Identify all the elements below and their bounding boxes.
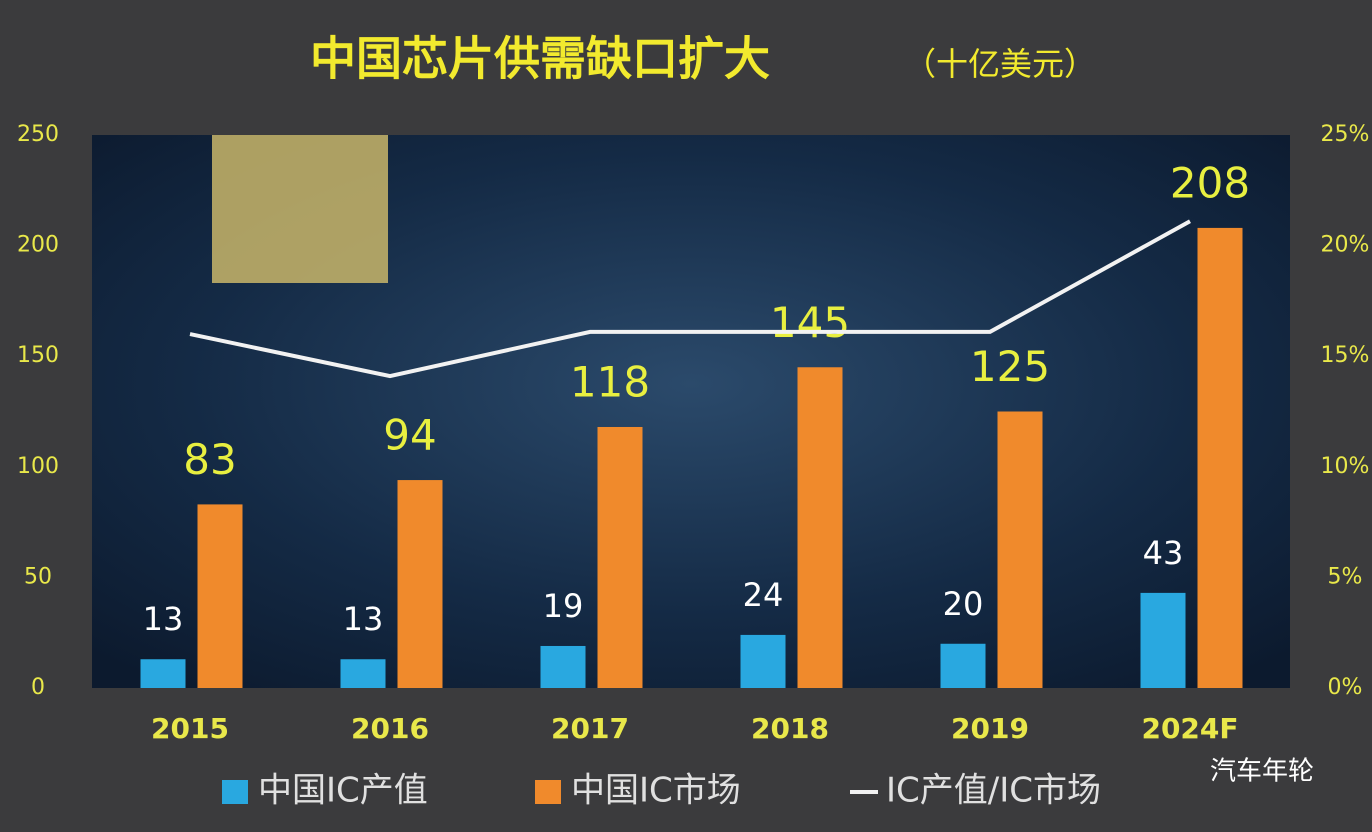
y-tick-label: 50 bbox=[24, 564, 52, 589]
bar bbox=[397, 480, 443, 688]
y2-tick-label: 5% bbox=[1328, 564, 1363, 589]
x-tick-label: 2015 bbox=[151, 712, 229, 745]
data-label: 13 bbox=[343, 600, 384, 638]
bar bbox=[340, 659, 386, 688]
x-tick-label: 2018 bbox=[751, 712, 829, 745]
ratio-line bbox=[189, 219, 1191, 379]
data-label: 208 bbox=[1170, 158, 1250, 207]
y2-tick-label: 10% bbox=[1321, 454, 1370, 479]
y2-tick-label: 15% bbox=[1321, 343, 1370, 368]
data-label: 83 bbox=[183, 435, 236, 484]
data-label: 43 bbox=[1143, 534, 1184, 572]
data-label: 125 bbox=[970, 342, 1050, 391]
data-label: 19 bbox=[543, 587, 584, 625]
bar bbox=[197, 504, 243, 688]
data-label: 13 bbox=[143, 600, 184, 638]
y-tick-label: 0 bbox=[31, 675, 45, 700]
data-label: 94 bbox=[383, 411, 436, 460]
data-label: 20 bbox=[943, 585, 984, 623]
legend-label: 中国IC产值 bbox=[258, 771, 428, 811]
y-tick-label: 250 bbox=[17, 122, 59, 147]
bar bbox=[797, 367, 843, 688]
chart-subtitle: （十亿美元） bbox=[904, 45, 1096, 83]
legend-swatch bbox=[535, 780, 561, 804]
chart-title: 中国芯片供需缺口扩大 bbox=[310, 32, 770, 86]
data-label: 24 bbox=[743, 576, 784, 614]
bar bbox=[1140, 592, 1186, 688]
x-tick-label: 2017 bbox=[551, 712, 629, 745]
bar bbox=[597, 426, 643, 688]
y-tick-label: 200 bbox=[17, 233, 59, 258]
y-tick-label: 100 bbox=[17, 454, 59, 479]
watermark: 汽车年轮 bbox=[1210, 757, 1314, 787]
bar bbox=[997, 411, 1043, 688]
x-tick-label: 2024F bbox=[1141, 712, 1238, 745]
bar bbox=[940, 643, 986, 688]
y-tick-label: 150 bbox=[17, 343, 59, 368]
x-tick-label: 2019 bbox=[951, 712, 1029, 745]
legend-label: IC产值/IC市场 bbox=[886, 771, 1101, 811]
y2-tick-label: 20% bbox=[1321, 233, 1370, 258]
bar bbox=[540, 645, 586, 688]
x-tick-label: 2016 bbox=[351, 712, 429, 745]
y2-tick-label: 25% bbox=[1321, 122, 1370, 147]
legend-label: 中国IC市场 bbox=[571, 771, 741, 811]
bar bbox=[740, 634, 786, 688]
bar bbox=[140, 659, 186, 688]
bar bbox=[1197, 227, 1243, 689]
y2-tick-label: 0% bbox=[1328, 675, 1363, 700]
legend-swatch bbox=[222, 780, 248, 804]
blurred-logo bbox=[212, 135, 388, 283]
data-label: 118 bbox=[570, 357, 650, 406]
data-label: 145 bbox=[770, 298, 850, 347]
